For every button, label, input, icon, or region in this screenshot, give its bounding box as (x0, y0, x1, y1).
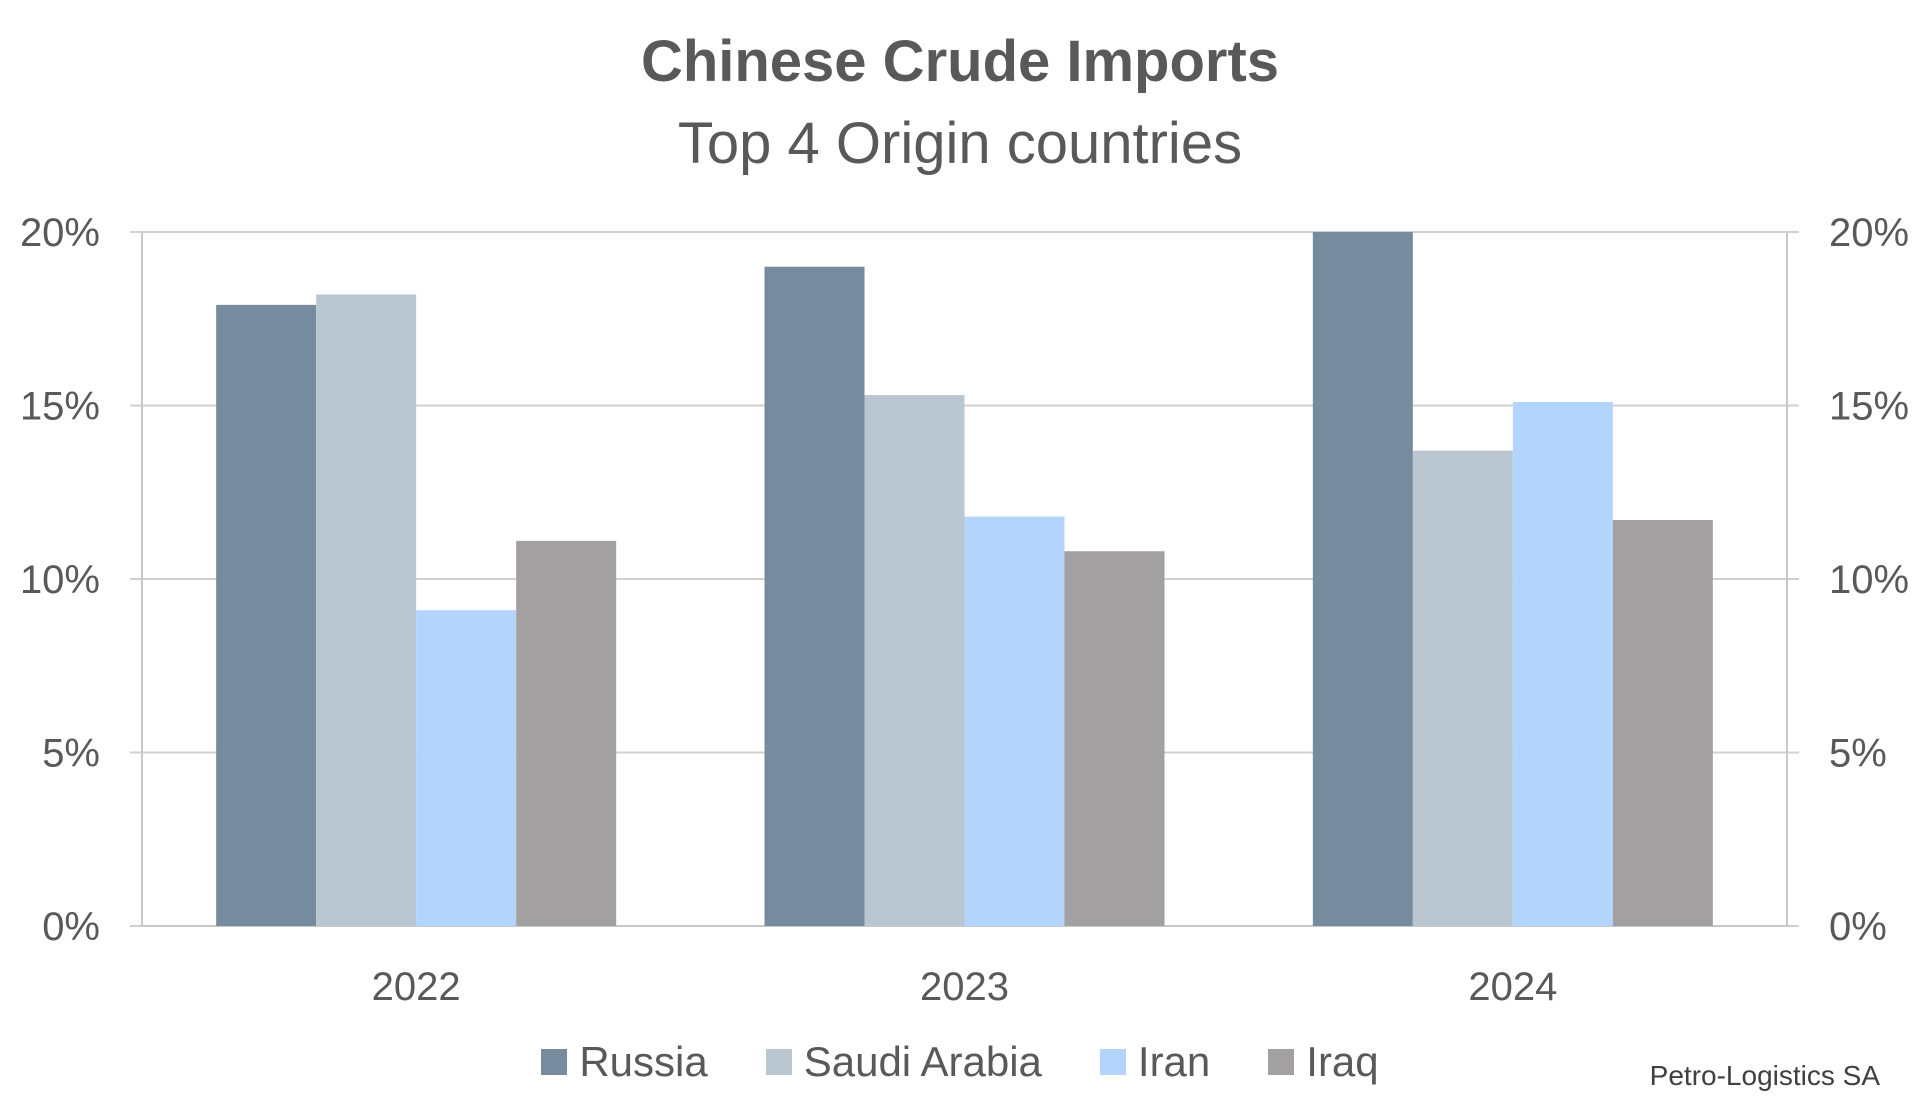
y-tick-label-right: 0% (1829, 905, 1887, 949)
y-tick-label-right: 20% (1829, 211, 1909, 255)
x-tick-label: 2024 (1468, 965, 1557, 1009)
bar-saudi-arabia-2022 (316, 294, 417, 927)
chart-legend: Russia Saudi Arabia Iran Iraq (0, 1038, 1920, 1086)
bar-saudi-arabia-2024 (1412, 450, 1513, 926)
chart-subtitle: Top 4 Origin countries (677, 111, 1243, 176)
legend-label: Russia (579, 1038, 708, 1085)
legend-item-saudi-arabia: Saudi Arabia (765, 1038, 1042, 1086)
y-tick-label-right: 15% (1829, 385, 1909, 429)
bar-iraq-2023 (1064, 551, 1165, 926)
chart-title: Chinese Crude Imports (640, 29, 1280, 94)
legend-swatch (1099, 1049, 1126, 1075)
legend-item-iraq: Iraq (1268, 1038, 1379, 1086)
legend-item-iran: Iran (1099, 1038, 1211, 1086)
legend-label: Iraq (1306, 1038, 1379, 1085)
bar-iran-2022 (416, 610, 517, 926)
legend-label: Iran (1137, 1038, 1211, 1085)
source-note: Petro-Logistics SA (1649, 1060, 1880, 1091)
y-tick-label-left: 10% (20, 558, 100, 602)
legend-swatch (765, 1049, 792, 1075)
legend-swatch (541, 1049, 568, 1075)
x-tick-label: 2023 (920, 965, 1009, 1009)
legend-swatch (1268, 1049, 1295, 1075)
bar-russia-2023 (764, 266, 865, 926)
y-tick-label-left: 0% (42, 905, 100, 949)
y-tick-label-right: 5% (1829, 732, 1887, 776)
y-tick-label-right: 10% (1829, 558, 1909, 602)
bar-russia-2022 (216, 304, 317, 926)
y-tick-label-left: 15% (20, 385, 100, 429)
y-tick-label-left: 20% (20, 211, 100, 255)
legend-label: Saudi Arabia (803, 1038, 1042, 1085)
bar-iraq-2022 (516, 540, 617, 926)
bar-saudi-arabia-2023 (864, 395, 965, 927)
bar-iraq-2024 (1612, 520, 1713, 926)
bar-iran-2023 (964, 516, 1065, 926)
bar-russia-2024 (1312, 232, 1413, 926)
y-tick-label-left: 5% (42, 732, 100, 776)
legend-item-russia: Russia (541, 1038, 708, 1086)
x-tick-label: 2022 (372, 965, 461, 1009)
bar-iran-2024 (1512, 402, 1613, 926)
